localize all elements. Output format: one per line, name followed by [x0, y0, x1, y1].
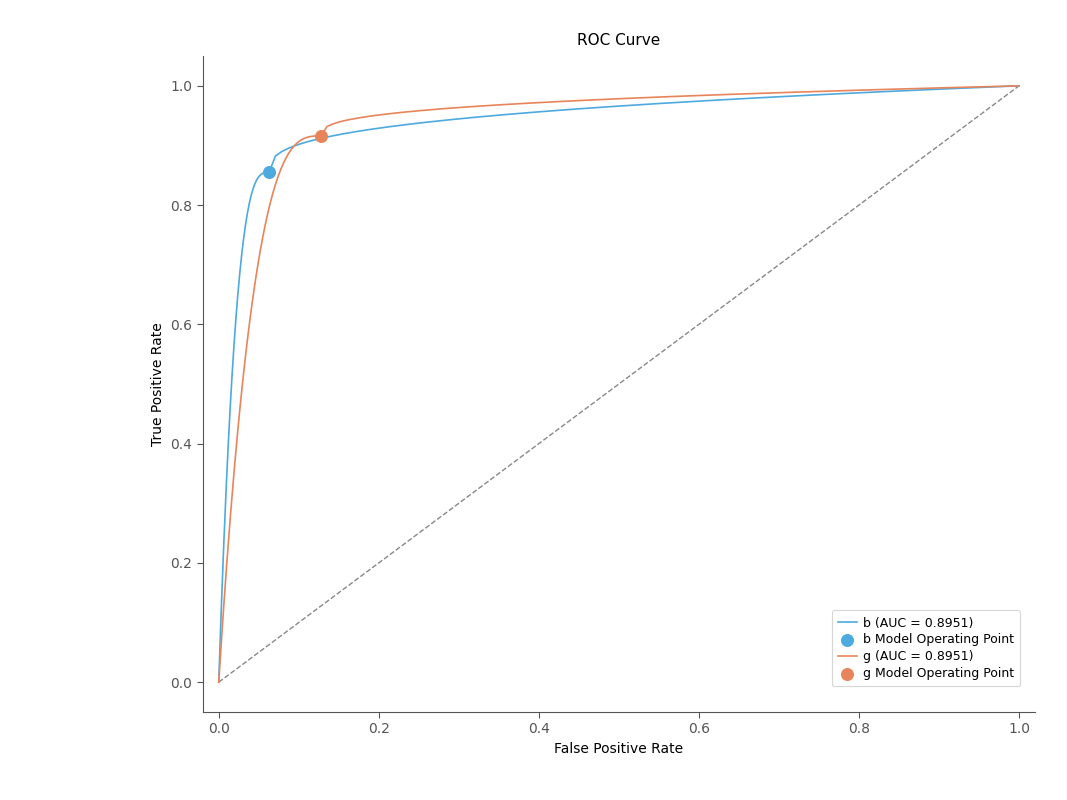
g (AUC = 0.8951): [212, 678, 225, 687]
g (AUC = 0.8951): [855, 86, 867, 95]
g (AUC = 0.8951): [925, 83, 938, 93]
b (AUC = 0.8951): [401, 119, 414, 129]
b (AUC = 0.8951): [212, 678, 225, 687]
b (AUC = 0.8951): [969, 83, 982, 93]
X-axis label: False Positive Rate: False Positive Rate: [554, 742, 684, 756]
g (AUC = 0.8951): [972, 82, 985, 92]
g (AUC = 0.8951): [444, 103, 457, 113]
g (AUC = 0.8951): [373, 110, 386, 120]
g Model Operating Point: [313, 130, 330, 142]
Title: ROC Curve: ROC Curve: [577, 33, 660, 48]
b (AUC = 0.8951): [257, 168, 270, 178]
b (AUC = 0.8951): [843, 89, 856, 98]
Line: g (AUC = 0.8951): g (AUC = 0.8951): [219, 86, 1019, 682]
b (AUC = 0.8951): [325, 131, 338, 141]
b (AUC = 0.8951): [918, 85, 930, 94]
Line: b (AUC = 0.8951): b (AUC = 0.8951): [219, 86, 1019, 682]
Legend: b (AUC = 0.8951), b Model Operating Point, g (AUC = 0.8951), g Model Operating P: b (AUC = 0.8951), b Model Operating Poin…: [832, 610, 1020, 686]
b (AUC = 0.8951): [1013, 81, 1025, 90]
g (AUC = 0.8951): [1013, 81, 1025, 90]
g (AUC = 0.8951): [304, 132, 317, 142]
Y-axis label: True Positive Rate: True Positive Rate: [150, 322, 164, 446]
b Model Operating Point: [260, 166, 277, 178]
